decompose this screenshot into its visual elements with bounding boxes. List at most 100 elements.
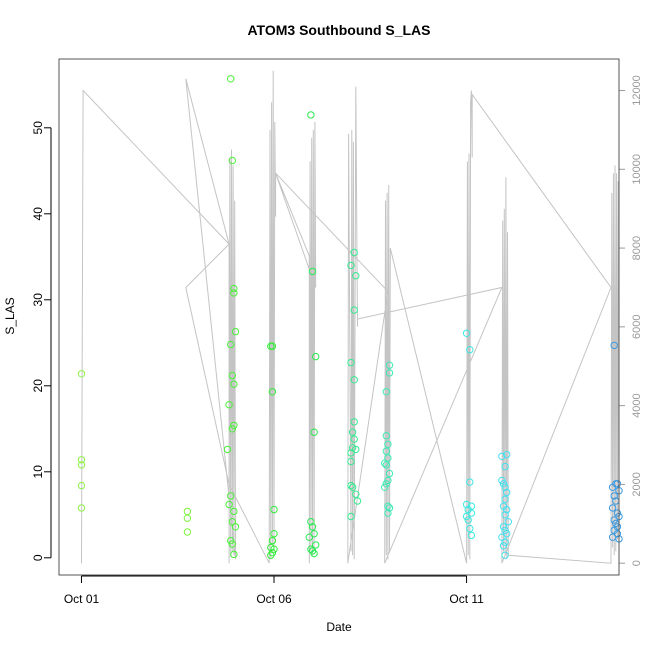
chart-title: ATOM3 Southbound S_LAS xyxy=(247,22,430,38)
data-point xyxy=(183,528,192,536)
data-point xyxy=(501,511,509,519)
data-point xyxy=(350,376,358,384)
data-point xyxy=(503,530,511,538)
data-point xyxy=(230,380,238,388)
y-tick-label: 20 xyxy=(31,379,45,393)
data-point xyxy=(77,456,86,464)
data-point xyxy=(230,507,238,516)
x-tick-label: Oct 11 xyxy=(449,592,484,606)
data-point xyxy=(384,509,392,517)
y-tick-label: 40 xyxy=(31,207,45,221)
data-point xyxy=(613,530,622,538)
secondary-series-line xyxy=(81,70,620,564)
y2-tick-label: 8000 xyxy=(631,236,643,260)
data-point xyxy=(308,523,317,531)
data-point xyxy=(77,461,86,469)
data-point xyxy=(231,523,240,531)
data-point xyxy=(503,450,511,459)
data-point xyxy=(462,329,471,337)
data-point xyxy=(385,469,394,478)
data-point xyxy=(183,514,192,522)
data-point xyxy=(268,536,277,545)
data-point xyxy=(230,289,238,297)
data-point xyxy=(608,483,617,491)
y2-tick-label: 2000 xyxy=(631,472,643,496)
data-point xyxy=(231,327,240,336)
data-point xyxy=(352,272,360,280)
data-point xyxy=(499,523,508,531)
data-point xyxy=(352,445,360,454)
data-point xyxy=(183,507,192,516)
data-point xyxy=(464,516,472,524)
data-point xyxy=(230,284,238,293)
data-point xyxy=(225,500,233,509)
axes: 0 10 20 30 40 50 Oct 01 Oct 06 Oct 11 0 2000 4000 60… xyxy=(31,75,643,606)
data-point xyxy=(498,476,506,485)
data-point xyxy=(228,540,237,548)
x-axis-label: Date xyxy=(326,620,352,634)
data-point xyxy=(385,504,394,512)
data-point xyxy=(225,401,233,409)
data-point xyxy=(385,361,394,369)
data-point xyxy=(350,248,358,257)
secondary-line-series xyxy=(81,70,620,564)
data-point xyxy=(347,261,355,270)
data-point xyxy=(467,509,476,517)
data-point xyxy=(504,518,512,526)
data-point xyxy=(347,449,355,457)
data-point xyxy=(610,341,618,350)
data-point xyxy=(230,550,238,559)
data-point xyxy=(230,421,238,430)
data-point xyxy=(305,533,313,541)
data-point xyxy=(347,481,355,490)
data-point xyxy=(353,497,362,505)
data-point xyxy=(350,306,358,314)
data-point xyxy=(385,369,394,377)
y2-tick-label: 4000 xyxy=(631,393,643,417)
data-point xyxy=(499,542,508,550)
data-point xyxy=(462,512,471,521)
data-point xyxy=(312,541,320,549)
data-point xyxy=(610,492,618,500)
data-point xyxy=(501,462,509,471)
data-point xyxy=(381,459,389,467)
data-point xyxy=(384,454,392,462)
data-point xyxy=(310,530,318,538)
data-point xyxy=(501,526,509,534)
data-point xyxy=(501,483,509,491)
data-point xyxy=(503,488,511,497)
data-point xyxy=(227,340,235,349)
data-point xyxy=(382,447,390,455)
data-point xyxy=(613,509,622,517)
data-point xyxy=(223,445,232,454)
data-point xyxy=(310,549,318,558)
data-point xyxy=(268,388,277,396)
data-point xyxy=(227,536,235,545)
y-tick-label: 0 xyxy=(31,554,45,561)
data-point xyxy=(307,111,315,119)
data-point xyxy=(382,388,390,396)
y-tick-label: 50 xyxy=(31,121,45,135)
data-point xyxy=(382,461,390,469)
data-point xyxy=(227,492,235,500)
data-point xyxy=(467,531,476,540)
y2-tick-label: 6000 xyxy=(631,315,643,339)
y2-tick-label: 12000 xyxy=(631,75,643,106)
data-point xyxy=(270,545,278,553)
data-point xyxy=(382,432,390,440)
data-point xyxy=(350,418,358,426)
data-point xyxy=(382,480,390,488)
data-point xyxy=(268,342,277,350)
data-point xyxy=(308,267,317,276)
x-tick-label: Oct 06 xyxy=(256,592,292,606)
data-point xyxy=(347,358,355,367)
y2-tick-label: 10000 xyxy=(631,154,643,185)
points-series xyxy=(77,75,623,559)
data-point xyxy=(77,370,86,378)
data-point xyxy=(348,428,357,436)
data-point xyxy=(501,551,509,559)
data-point xyxy=(352,490,360,498)
y2-tick-label: 0 xyxy=(631,560,643,566)
data-point xyxy=(466,346,474,354)
